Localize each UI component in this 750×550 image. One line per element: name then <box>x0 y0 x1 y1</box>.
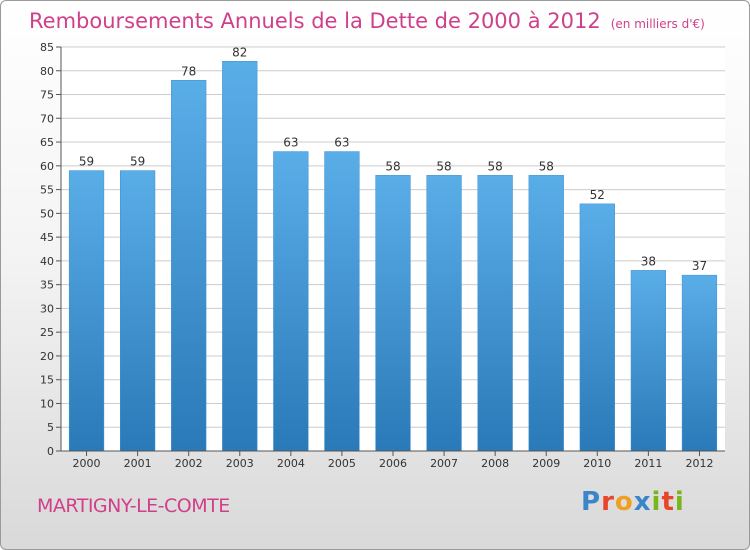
y-tick-label: 55 <box>40 184 54 197</box>
x-tick-label: 2003 <box>226 457 254 470</box>
x-tick-label: 2008 <box>481 457 509 470</box>
y-tick-label: 85 <box>40 41 54 54</box>
data-label: 82 <box>232 45 247 59</box>
y-tick-label: 35 <box>40 279 54 292</box>
bar-2003 <box>222 61 258 452</box>
x-tick-label: 2005 <box>328 457 356 470</box>
bar-2011 <box>630 270 667 452</box>
x-tick-label: 2004 <box>277 457 305 470</box>
bar-2000 <box>68 170 105 452</box>
y-tick-label: 70 <box>40 112 54 125</box>
bar-2004 <box>273 151 309 452</box>
y-tick-label: 15 <box>40 374 54 387</box>
y-tick-label: 40 <box>40 255 54 268</box>
data-label: 38 <box>641 254 656 268</box>
bar-2012 <box>681 274 718 452</box>
x-tick-label: 2002 <box>175 457 203 470</box>
bar-2002 <box>171 80 207 452</box>
x-tick-label: 2000 <box>73 457 101 470</box>
y-tick-label: 25 <box>40 326 54 339</box>
logo-letter: o <box>614 487 634 517</box>
commune-name: MARTIGNY-LE-COMTE <box>37 495 230 517</box>
x-axis: 2000 2001 2002 2003 2004 2005 2006 2007 2008 2009… <box>61 450 725 470</box>
x-tick-label: 2007 <box>430 457 458 470</box>
y-tick-label: 0 <box>47 445 54 458</box>
x-tick-label: 2012 <box>685 457 713 470</box>
y-tick-label: 65 <box>40 136 54 149</box>
y-tick-label: 50 <box>40 207 54 220</box>
data-label: 58 <box>488 159 503 173</box>
x-tick-label: 2009 <box>532 457 560 470</box>
y-tick-label: 75 <box>40 89 54 102</box>
data-label: 52 <box>590 188 605 202</box>
x-tick-label: 2011 <box>634 457 662 470</box>
data-label: 58 <box>436 159 451 173</box>
bar-2006 <box>375 175 411 452</box>
bar-2005 <box>324 151 360 452</box>
y-tick-label: 30 <box>40 302 54 315</box>
bar-2009 <box>528 175 564 452</box>
logo-letter: i <box>674 487 685 517</box>
data-label: 37 <box>692 259 707 273</box>
chart-title: Remboursements Annuels de la Dette de 20… <box>29 9 705 33</box>
y-tick-label: 10 <box>40 397 54 410</box>
y-tick-label: 5 <box>47 421 54 434</box>
y-tick-label: 80 <box>40 65 54 78</box>
y-tick-label: 60 <box>40 160 54 173</box>
data-label: 63 <box>334 136 349 150</box>
y-axis: 0 5 10 15 20 25 30 35 40 45 50 55 60 65 70 75 80 85 <box>40 41 62 458</box>
chart-unit: (en milliers d'€) <box>610 17 705 31</box>
bar-2010 <box>579 203 615 452</box>
logo-letter: i <box>651 487 662 517</box>
logo-letter: x <box>633 487 652 517</box>
data-label: 59 <box>130 155 145 169</box>
proxiti-logo[interactable]: Proxiti <box>581 487 685 517</box>
x-tick-label: 2001 <box>124 457 152 470</box>
data-label: 78 <box>181 64 196 78</box>
data-label: 58 <box>539 159 554 173</box>
chart-title-text: Remboursements Annuels de la Dette de 20… <box>29 9 601 33</box>
logo-letter: t <box>661 487 675 517</box>
data-label: 63 <box>283 136 298 150</box>
y-tick-label: 20 <box>40 350 54 363</box>
logo-letter: r <box>601 487 615 517</box>
y-tick-label: 45 <box>40 231 54 244</box>
bar-2008 <box>477 175 513 452</box>
data-label: 59 <box>79 155 94 169</box>
bar-2001 <box>119 170 156 452</box>
x-tick-label: 2010 <box>583 457 611 470</box>
data-label: 58 <box>385 159 400 173</box>
bar-2007 <box>426 175 462 452</box>
bars: 59 59 78 82 63 63 58 58 58 58 52 38 37 <box>68 45 718 452</box>
logo-letter: P <box>581 487 602 517</box>
x-tick-label: 2006 <box>379 457 407 470</box>
